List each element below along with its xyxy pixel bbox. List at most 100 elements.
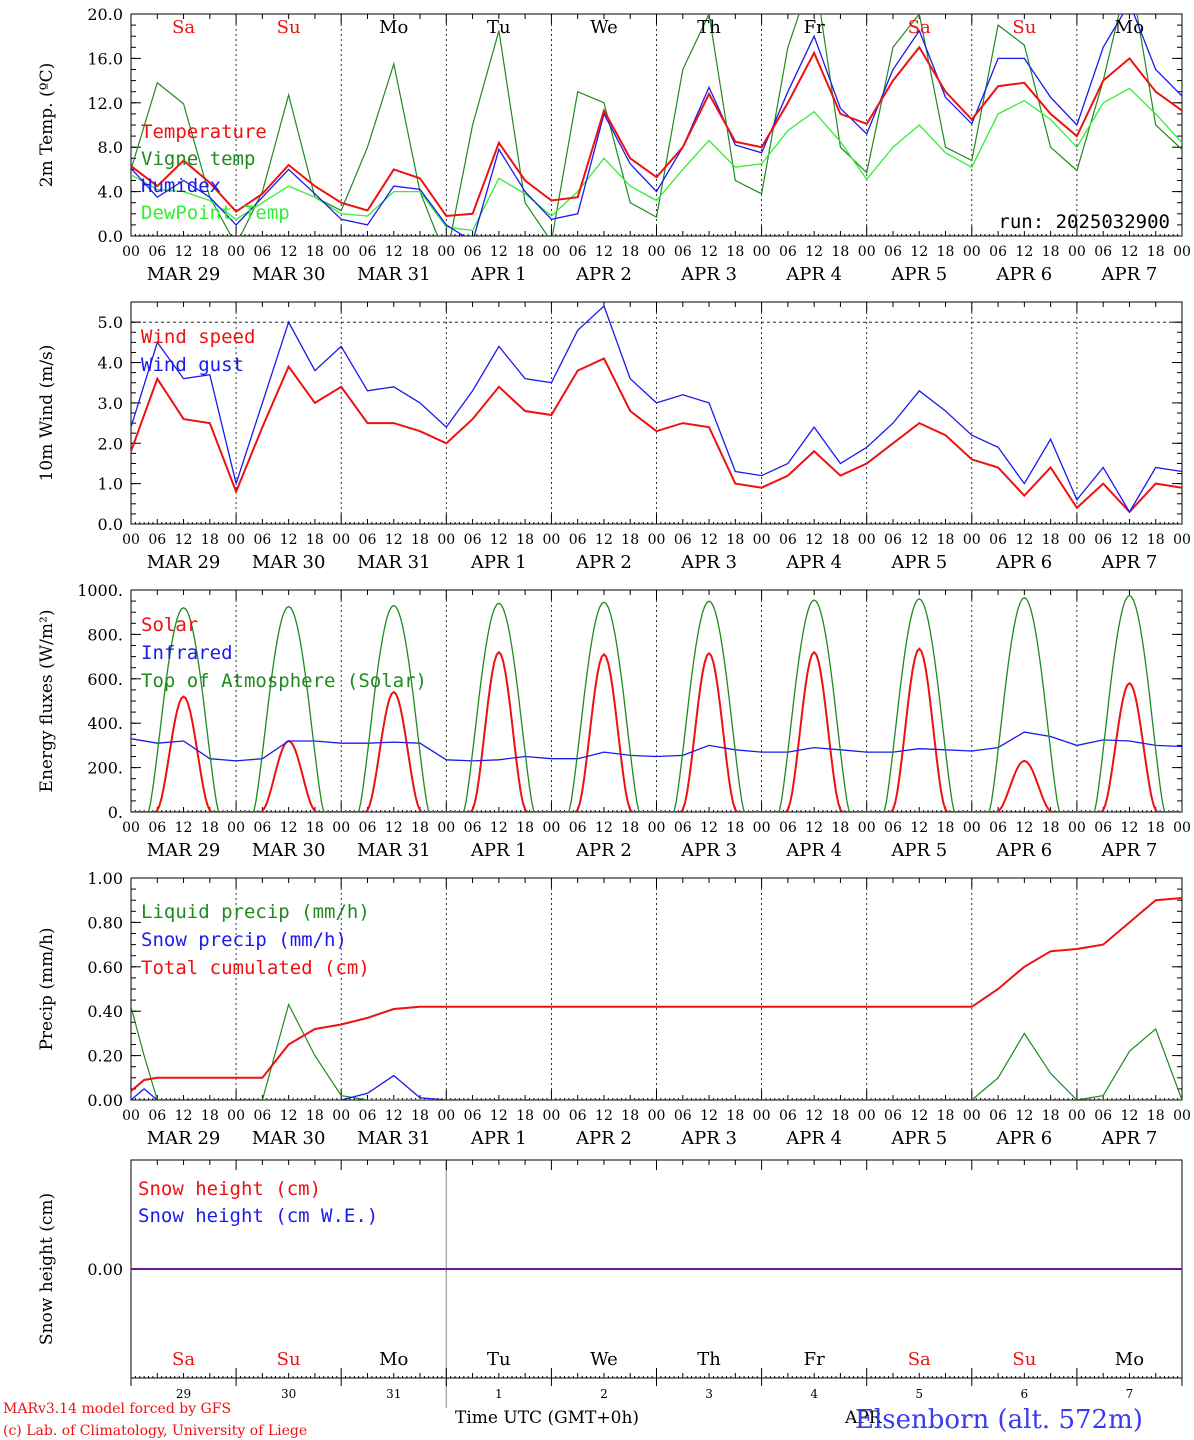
hour-tick-label: 06 xyxy=(989,532,1007,548)
hour-tick-label: 18 xyxy=(201,244,219,260)
hour-tick-label: 00 xyxy=(332,244,350,260)
run-annotation: run: 2025032900 xyxy=(998,211,1170,233)
hour-tick-label: 18 xyxy=(832,244,850,260)
y-tick-label: 800. xyxy=(87,625,123,644)
hour-tick-label: 06 xyxy=(674,532,692,548)
hour-tick-label: 12 xyxy=(700,532,718,548)
hour-tick-label: 06 xyxy=(674,820,692,836)
y-tick-label: 1.0 xyxy=(98,475,123,494)
hour-tick-label: 12 xyxy=(700,244,718,260)
hour-tick-label: 12 xyxy=(175,532,193,548)
weekday-label: Su xyxy=(277,1349,301,1370)
series-group xyxy=(131,594,1182,812)
y-tick-label: 4.0 xyxy=(98,354,123,373)
weekday-label: Sa xyxy=(172,1349,195,1370)
hour-tick-label: 00 xyxy=(1068,1108,1086,1124)
hour-tick-label: 00 xyxy=(753,244,771,260)
weekday-label: Fr xyxy=(804,17,825,38)
series-line-vigne-temp xyxy=(131,14,1182,236)
hour-tick-label: 12 xyxy=(280,820,298,836)
panel-precip: 00 06 12 18 00 06 12 18 00 06 12 18 00 06 12 18 00 06 12 18… xyxy=(37,869,1191,1149)
weekday-label: Th xyxy=(697,17,721,38)
hour-tick-label: 12 xyxy=(805,1108,823,1124)
y-tick-label: 4.0 xyxy=(98,183,123,202)
weekday-label: Mo xyxy=(379,17,408,38)
hour-tick-label: 18 xyxy=(516,1108,534,1124)
footer-model: MARv3.14 model forced by GFS xyxy=(3,1401,231,1417)
date-label: APR 5 xyxy=(890,552,947,573)
y-tick-label: 16.0 xyxy=(87,49,123,68)
hour-tick-label: 06 xyxy=(359,1108,377,1124)
hour-tick-label: 00 xyxy=(542,1108,560,1124)
hour-tick-label: 12 xyxy=(385,532,403,548)
hour-tick-label: 06 xyxy=(464,532,482,548)
hour-tick-label: 00 xyxy=(1068,244,1086,260)
hour-tick-label: 18 xyxy=(306,1108,324,1124)
day-number-label: 6 xyxy=(1021,1387,1029,1401)
hour-tick-label: 18 xyxy=(726,532,744,548)
date-label: MAR 29 xyxy=(147,1128,221,1149)
y-tick-label: 0.60 xyxy=(87,958,123,977)
hour-tick-label: 00 xyxy=(227,532,245,548)
hour-tick-label: 00 xyxy=(1173,244,1191,260)
date-label: APR 7 xyxy=(1101,1128,1158,1149)
hour-tick-label: 12 xyxy=(805,244,823,260)
weekday-label: Tu xyxy=(487,17,511,38)
hour-tick-label: 00 xyxy=(437,1108,455,1124)
hour-tick-label: 06 xyxy=(148,1108,166,1124)
hour-tick-label: 06 xyxy=(884,532,902,548)
hour-tick-label: 06 xyxy=(253,820,271,836)
series-line-top-of-atmosphere-solar xyxy=(131,594,1182,812)
legend-entry: Humidex xyxy=(141,175,221,197)
hour-tick-label: 18 xyxy=(411,244,429,260)
y-tick-label: 5.0 xyxy=(98,313,123,332)
day-number-label: 7 xyxy=(1126,1387,1134,1401)
x-axis-label: Time UTC (GMT+0h) xyxy=(455,1408,639,1428)
hour-tick-label: 00 xyxy=(542,820,560,836)
hour-tick-label: 18 xyxy=(621,1108,639,1124)
weekday-label: Mo xyxy=(1115,17,1144,38)
hour-tick-label: 00 xyxy=(122,820,140,836)
hour-tick-label: 06 xyxy=(359,532,377,548)
series-line-wind-speed xyxy=(131,357,1182,514)
hour-tick-label: 00 xyxy=(1068,532,1086,548)
month-overlap-label: APR xyxy=(844,1408,883,1428)
panel-wind: 00 06 12 18 00 06 12 18 00 06 12 18 00 06 12 18 00 06 12 18… xyxy=(37,301,1191,573)
hour-tick-label: 12 xyxy=(385,1108,403,1124)
panel-temp: 00 06 12 18 00 06 12 18 00 06 12 18 00 06 12 18 00 06 12 18… xyxy=(37,5,1191,285)
hour-tick-label: 06 xyxy=(253,244,271,260)
date-label: APR 6 xyxy=(995,1128,1052,1149)
hour-tick-label: 18 xyxy=(832,532,850,548)
hour-tick-label: 18 xyxy=(411,820,429,836)
y-tick-label: 0.00 xyxy=(87,1091,123,1110)
hour-tick-label: 06 xyxy=(1094,532,1112,548)
date-label: APR 7 xyxy=(1101,840,1158,861)
date-label: MAR 31 xyxy=(357,840,431,861)
hour-tick-label: 18 xyxy=(621,820,639,836)
y-axis-label: 10m Wind (m/s) xyxy=(37,345,57,482)
hour-tick-label: 12 xyxy=(910,1108,928,1124)
weekday-label: Mo xyxy=(379,1349,408,1370)
legend-entry: Temperature xyxy=(141,121,267,143)
hour-tick-label: 12 xyxy=(385,820,403,836)
day-number-label: 2 xyxy=(600,1387,608,1401)
series-line-total-cumulated-cm xyxy=(131,897,1182,1092)
y-tick-label: 0.40 xyxy=(87,1002,123,1021)
hour-tick-label: 00 xyxy=(542,244,560,260)
footer-lab: (c) Lab. of Climatology, University of L… xyxy=(3,1423,307,1439)
hour-tick-label: 12 xyxy=(805,532,823,548)
date-label: APR 3 xyxy=(680,1128,737,1149)
hour-tick-label: 06 xyxy=(779,532,797,548)
weekday-label: Th xyxy=(697,1349,721,1370)
legend-entry: Wind gust xyxy=(141,354,244,376)
hour-tick-label: 06 xyxy=(884,1108,902,1124)
weekday-label: Fr xyxy=(804,1349,825,1370)
hour-tick-label: 06 xyxy=(674,1108,692,1124)
hour-tick-label: 00 xyxy=(1173,1108,1191,1124)
hour-tick-label: 12 xyxy=(490,244,508,260)
weekday-label: Sa xyxy=(908,1349,931,1370)
hour-tick-label: 12 xyxy=(1015,820,1033,836)
hour-tick-label: 12 xyxy=(175,1108,193,1124)
weekday-label: Su xyxy=(1012,17,1036,38)
